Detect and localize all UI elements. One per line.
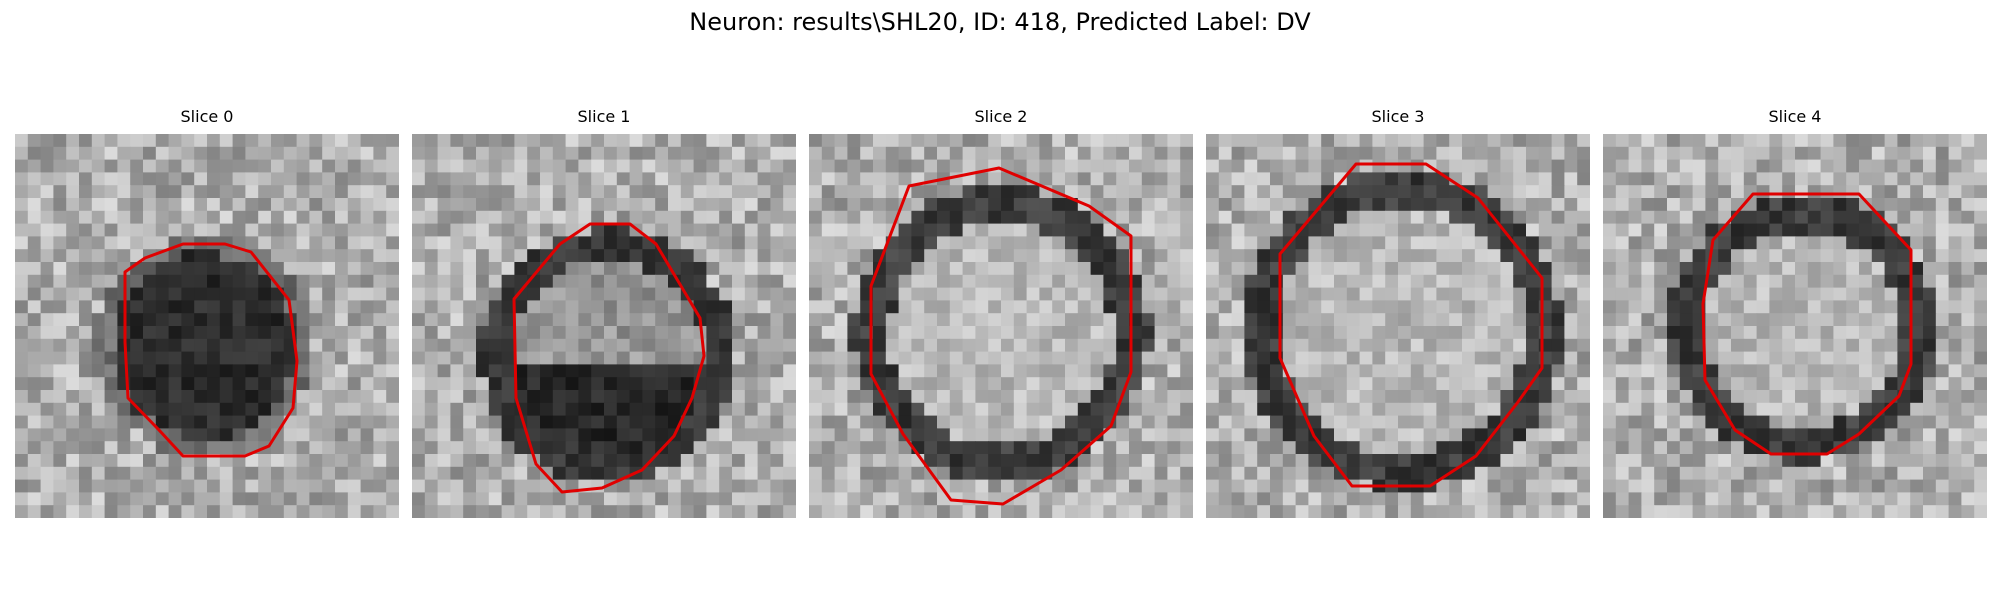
slice-panel-2: Slice 2 bbox=[809, 103, 1193, 518]
slice-title-0: Slice 0 bbox=[180, 107, 234, 126]
pixel-grid-2 bbox=[809, 134, 1193, 518]
slice-panel-1: Slice 1 bbox=[412, 103, 796, 518]
figure-title: Neuron: results\SHL20, ID: 418, Predicte… bbox=[689, 8, 1311, 36]
slice-panel-0: Slice 0 bbox=[15, 103, 399, 518]
segmentation-contour-2 bbox=[869, 166, 1133, 506]
segmentation-contour-1 bbox=[512, 222, 706, 494]
pixel-grid-1 bbox=[412, 134, 796, 518]
pixel-grid-4 bbox=[1603, 134, 1987, 518]
segmentation-contour-0 bbox=[123, 242, 299, 458]
slice-title-4: Slice 4 bbox=[1768, 107, 1822, 126]
slice-image-3 bbox=[1206, 134, 1590, 518]
segmentation-contour-3 bbox=[1278, 162, 1544, 488]
pixel-grid-0 bbox=[15, 134, 399, 518]
slice-image-2 bbox=[809, 134, 1193, 518]
segmentation-contour-4 bbox=[1701, 192, 1913, 456]
slice-image-4 bbox=[1603, 134, 1987, 518]
slice-panel-3: Slice 3 bbox=[1206, 103, 1590, 518]
slice-title-3: Slice 3 bbox=[1371, 107, 1425, 126]
slice-image-1 bbox=[412, 134, 796, 518]
slice-panel-4: Slice 4 bbox=[1603, 103, 1987, 518]
slice-title-1: Slice 1 bbox=[577, 107, 631, 126]
slice-title-2: Slice 2 bbox=[974, 107, 1028, 126]
slice-image-0 bbox=[15, 134, 399, 518]
pixel-grid-3 bbox=[1206, 134, 1590, 518]
